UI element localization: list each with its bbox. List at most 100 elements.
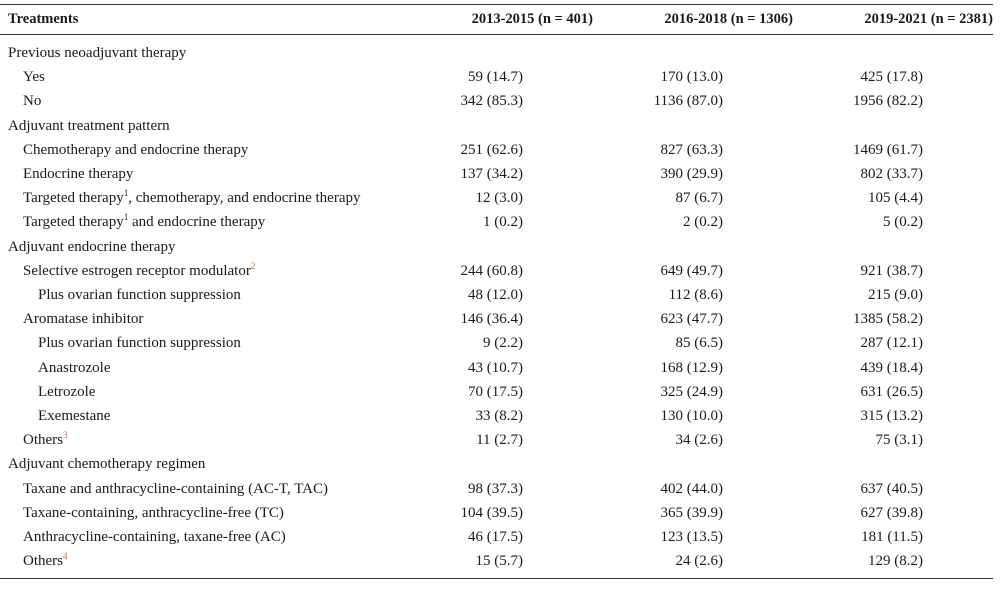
table-row: Letrozole 70 (17.5) 325 (24.9) 631 (26.5) xyxy=(0,380,993,404)
row-label: Targeted therapy1 and endocrine therapy xyxy=(23,212,266,231)
cell-value: 1469 (61.7) xyxy=(853,141,923,158)
table-row: Plus ovarian function suppression 48 (12.… xyxy=(0,283,993,307)
row-label: Plus ovarian function suppression xyxy=(38,335,241,352)
cell-value: 34 (2.6) xyxy=(675,432,724,449)
cell-value: 802 (33.7) xyxy=(860,166,924,182)
cell-value: 129 (8.2) xyxy=(868,553,923,570)
cell-value: 123 (13.5) xyxy=(660,529,724,545)
table-row: Targeted therapy1 and endocrine therapy 1… xyxy=(0,210,993,234)
cell-value: 11 (2.7) xyxy=(476,432,523,449)
row-label: Others3 xyxy=(23,430,68,449)
row-label: Anthracycline-containing, taxane-free (A… xyxy=(23,529,286,545)
table-row: Aromatase inhibitor 146 (36.4) 623 (47.7) 1… xyxy=(0,307,993,331)
cell-value: 146 (36.4) xyxy=(460,311,524,328)
cell-value: 112 (8.6) xyxy=(668,287,723,303)
cell-value: 623 (47.7) xyxy=(660,311,724,328)
cell-value: 33 (8.2) xyxy=(475,408,524,424)
cell-value: 390 (29.9) xyxy=(660,166,724,182)
table-row: Chemotherapy and endocrine therapy 251 (6… xyxy=(0,138,993,162)
cell-value: 1956 (82.2) xyxy=(853,93,923,110)
table-row: Anastrozole 43 (10.7) 168 (12.9) 439 (18.4) xyxy=(0,356,993,380)
cell-value: 24 (2.6) xyxy=(675,553,724,570)
cell-value: 1136 (87.0) xyxy=(653,93,723,110)
header-treatments: Treatments xyxy=(8,11,79,27)
row-label: Adjuvant endocrine therapy xyxy=(8,238,176,255)
cell-value: 168 (12.9) xyxy=(660,359,724,376)
cell-value: 425 (17.8) xyxy=(860,69,924,86)
cell-value: 1385 (58.2) xyxy=(853,311,923,328)
cell-value: 244 (60.8) xyxy=(460,262,524,279)
cell-value: 137 (34.2) xyxy=(460,166,524,182)
footnote-marker: 2 xyxy=(250,260,256,271)
cell-value: 251 (62.6) xyxy=(460,141,524,158)
row-label: Anastrozole xyxy=(38,359,111,376)
cell-value: 15 (5.7) xyxy=(475,553,524,570)
cell-value: 402 (44.0) xyxy=(660,480,724,497)
row-label: Adjuvant chemotherapy regimen xyxy=(8,456,206,473)
table-row: Endocrine therapy 137 (34.2) 390 (29.9) 802… xyxy=(0,162,993,186)
cell-value: 215 (9.0) xyxy=(868,287,923,303)
cell-value: 631 (26.5) xyxy=(860,383,924,400)
row-label: Endocrine therapy xyxy=(23,166,134,182)
header-col-2013-2015: 2013-2015 (n = 401) xyxy=(471,11,593,27)
table-row: Taxane and anthracycline-containing (AC-… xyxy=(0,477,993,501)
cell-value: 48 (12.0) xyxy=(468,287,523,303)
cell-value: 9 (2.2) xyxy=(483,335,523,352)
cell-value: 1 (0.2) xyxy=(483,214,523,231)
cell-value: 342 (85.3) xyxy=(460,93,524,110)
table-row: Others4 15 (5.7) 24 (2.6) 129 (8.2) xyxy=(0,549,993,573)
table-row: Yes 59 (14.7) 170 (13.0) 425 (17.8) xyxy=(0,65,993,89)
cell-value: 46 (17.5) xyxy=(468,529,523,545)
row-label: Taxane and anthracycline-containing (AC-… xyxy=(23,480,328,497)
table-row: Plus ovarian function suppression 9 (2.2)… xyxy=(0,331,993,355)
table-top-rule xyxy=(0,4,993,5)
cell-value: 98 (37.3) xyxy=(468,480,523,497)
row-label: Others4 xyxy=(23,551,68,570)
cell-value: 170 (13.0) xyxy=(660,69,724,86)
table-header-rule xyxy=(0,34,993,35)
row-label: Aromatase inhibitor xyxy=(23,311,144,328)
cell-value: 75 (3.1) xyxy=(875,432,924,449)
cell-value: 827 (63.3) xyxy=(660,141,724,158)
section-heading-row: Adjuvant chemotherapy regimen xyxy=(0,452,993,476)
row-label: Taxane-containing, anthracycline-free (T… xyxy=(23,504,284,521)
cell-value: 181 (11.5) xyxy=(861,529,923,545)
row-label: Chemotherapy and endocrine therapy xyxy=(23,141,249,158)
row-label: Selective estrogen receptor modulator2 xyxy=(23,260,256,279)
header-col-2016-2018: 2016-2018 (n = 1306) xyxy=(664,11,793,27)
row-label: Letrozole xyxy=(38,383,96,400)
cell-value: 12 (3.0) xyxy=(475,190,524,207)
cell-value: 439 (18.4) xyxy=(860,359,924,376)
section-heading-row: Adjuvant treatment pattern xyxy=(0,114,993,138)
row-label: Targeted therapy1, chemotherapy, and end… xyxy=(23,188,361,207)
table-row: No 342 (85.3) 1136 (87.0) 1956 (82.2) xyxy=(0,89,993,113)
section-heading-row: Previous neoadjuvant therapy xyxy=(0,41,993,65)
row-label: Exemestane xyxy=(38,408,111,424)
cell-value: 59 (14.7) xyxy=(468,69,523,86)
row-label: Plus ovarian function suppression xyxy=(38,287,241,303)
section-heading-row: Adjuvant endocrine therapy xyxy=(0,235,993,259)
footnote-marker: 4 xyxy=(63,551,68,562)
table-row: Selective estrogen receptor modulator2 24… xyxy=(0,259,993,283)
footnote-marker: 1 xyxy=(123,212,129,223)
cell-value: 315 (13.2) xyxy=(860,408,924,424)
cell-value: 287 (12.1) xyxy=(860,335,924,352)
footnote-marker: 3 xyxy=(63,430,68,441)
table-row: Targeted therapy1, chemotherapy, and end… xyxy=(0,186,993,210)
cell-value: 85 (6.5) xyxy=(675,335,724,352)
cell-value: 2 (0.2) xyxy=(683,214,723,231)
cell-value: 5 (0.2) xyxy=(883,214,923,231)
footnote-marker: 1 xyxy=(123,188,129,199)
cell-value: 649 (49.7) xyxy=(660,262,724,279)
row-label: Adjuvant treatment pattern xyxy=(8,117,170,134)
table-row: Others3 11 (2.7) 34 (2.6) 75 (3.1) xyxy=(0,428,993,452)
row-label: Yes xyxy=(23,69,45,86)
cell-value: 637 (40.5) xyxy=(860,480,924,497)
cell-value: 105 (4.4) xyxy=(868,190,923,207)
cell-value: 43 (10.7) xyxy=(468,359,523,376)
table-row: Anthracycline-containing, taxane-free (A… xyxy=(0,525,993,549)
cell-value: 130 (10.0) xyxy=(660,408,724,424)
cell-value: 365 (39.9) xyxy=(660,504,724,521)
row-label: No xyxy=(23,93,42,110)
cell-value: 921 (38.7) xyxy=(860,262,924,279)
